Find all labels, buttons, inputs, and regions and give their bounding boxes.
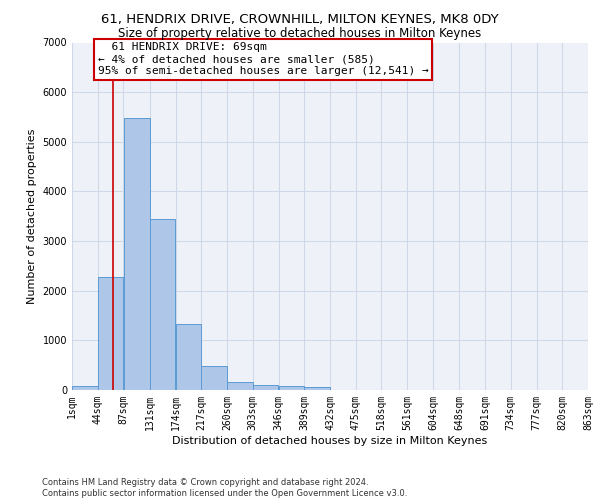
Bar bbox=[98, 277, 124, 390]
Text: 61 HENDRIX DRIVE: 69sqm
← 4% of detached houses are smaller (585)
95% of semi-de: 61 HENDRIX DRIVE: 69sqm ← 4% of detached… bbox=[98, 42, 428, 76]
Bar bbox=[278, 386, 304, 390]
Bar bbox=[202, 366, 227, 390]
X-axis label: Distribution of detached houses by size in Milton Keynes: Distribution of detached houses by size … bbox=[172, 436, 488, 446]
Bar bbox=[124, 118, 149, 390]
Bar bbox=[227, 382, 253, 390]
Bar bbox=[72, 386, 98, 390]
Bar bbox=[304, 388, 330, 390]
Y-axis label: Number of detached properties: Number of detached properties bbox=[27, 128, 37, 304]
Text: 61, HENDRIX DRIVE, CROWNHILL, MILTON KEYNES, MK8 0DY: 61, HENDRIX DRIVE, CROWNHILL, MILTON KEY… bbox=[101, 12, 499, 26]
Text: Contains HM Land Registry data © Crown copyright and database right 2024.
Contai: Contains HM Land Registry data © Crown c… bbox=[42, 478, 407, 498]
Bar bbox=[176, 324, 201, 390]
Bar bbox=[253, 385, 278, 390]
Bar bbox=[150, 218, 175, 390]
Text: Size of property relative to detached houses in Milton Keynes: Size of property relative to detached ho… bbox=[118, 28, 482, 40]
